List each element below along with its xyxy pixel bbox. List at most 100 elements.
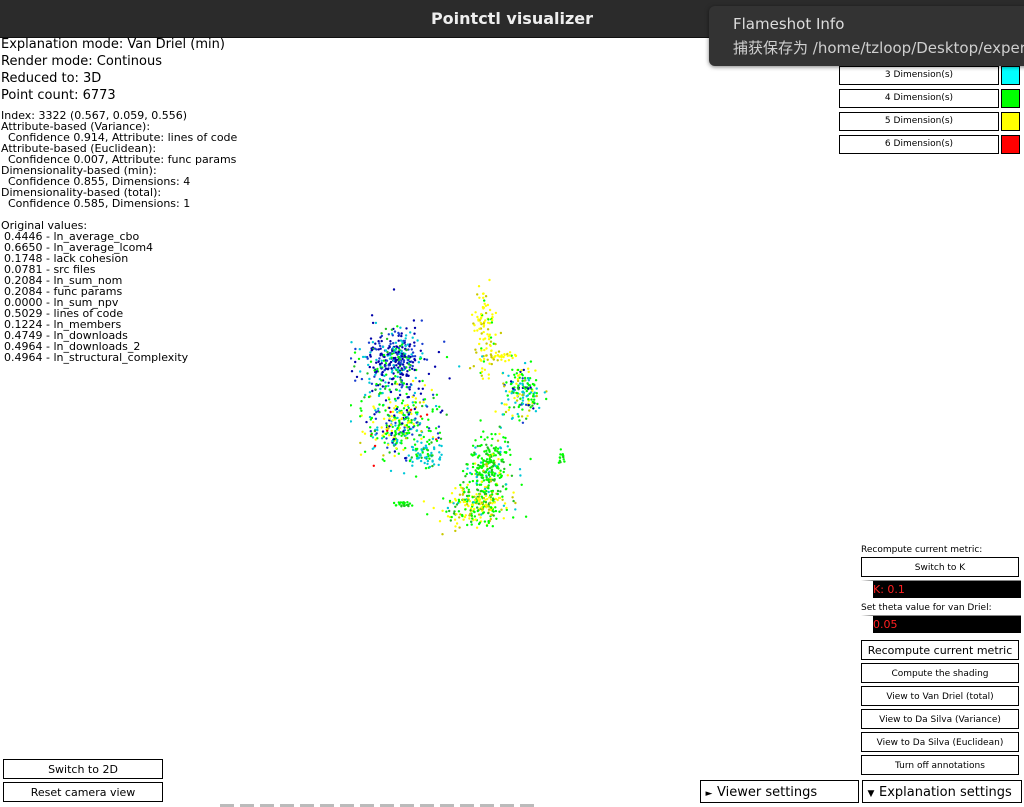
scatter-point	[457, 500, 461, 503]
scatter-point	[411, 504, 414, 507]
scatter-point	[497, 350, 501, 353]
viewer-settings-tab[interactable]: ► Viewer settings	[700, 780, 859, 803]
scatter-point	[420, 437, 423, 440]
scatter-point	[401, 363, 405, 366]
original-value-row: 0.4749 - ln_downloads	[4, 329, 128, 342]
scatter-point	[484, 311, 488, 315]
scatter-point	[413, 332, 416, 335]
scatter-point	[384, 399, 388, 402]
scatter-point	[461, 489, 464, 492]
scatter-point	[402, 504, 406, 508]
scatter-point	[364, 355, 367, 359]
scatter-point	[523, 379, 526, 382]
scatter-plot[interactable]	[350, 275, 590, 545]
scatter-point	[482, 490, 485, 494]
scatter-point	[367, 363, 370, 367]
scatter-point	[404, 334, 408, 337]
scatter-point	[397, 350, 400, 354]
scatter-point	[466, 463, 469, 466]
scatter-point	[420, 441, 423, 444]
original-value-row: 0.1748 - lack cohesion	[4, 252, 129, 265]
reduced-to-text: Reduced to: 3D	[1, 71, 102, 86]
scatter-point	[350, 370, 354, 373]
scatter-point	[494, 410, 497, 413]
scatter-point	[464, 508, 467, 511]
detail-line: Dimensionality-based (total):	[1, 186, 162, 199]
scatter-point	[413, 344, 416, 348]
scatter-point	[484, 500, 488, 504]
scatter-point	[425, 413, 429, 416]
turn-off-annotations-button[interactable]: Turn off annotations	[861, 755, 1019, 775]
scatter-point	[410, 456, 413, 459]
scatter-point	[484, 295, 488, 298]
k-value-field[interactable]: K: 0.1	[861, 580, 1021, 598]
scatter-point	[563, 460, 566, 463]
scatter-point	[400, 355, 404, 358]
scatter-point	[515, 399, 519, 402]
reset-camera-button[interactable]: Reset camera view	[3, 782, 163, 802]
scatter-point	[411, 464, 414, 467]
scatter-point	[528, 392, 531, 395]
scatter-point	[379, 347, 382, 350]
scatter-point	[395, 442, 398, 445]
scatter-point	[437, 425, 441, 428]
scatter-point	[392, 342, 395, 345]
scatter-point	[525, 389, 528, 393]
scatter-point	[426, 459, 430, 463]
scatter-point	[487, 335, 491, 338]
scatter-point	[392, 443, 396, 446]
scatter-point	[409, 331, 412, 334]
scatter-point	[428, 465, 432, 469]
scatter-point	[387, 384, 390, 388]
scatter-point	[504, 390, 508, 393]
scatter-point	[390, 383, 394, 386]
view-da-silva-euclidean-button[interactable]: View to Da Silva (Euclidean)	[861, 732, 1019, 752]
scatter-point	[476, 444, 479, 448]
scatter-point	[515, 382, 518, 385]
scatter-point	[491, 471, 494, 475]
scatter-point	[518, 382, 522, 385]
switch-to-k-button[interactable]: Switch to K	[861, 557, 1019, 577]
scatter-point	[475, 493, 478, 496]
scatter-point	[397, 368, 400, 371]
scatter-point	[510, 392, 513, 395]
scatter-point	[473, 453, 476, 456]
view-da-silva-variance-button[interactable]: View to Da Silva (Variance)	[861, 709, 1019, 729]
scatter-point	[500, 474, 503, 477]
theta-value-field[interactable]: 0.05	[861, 615, 1021, 633]
scatter-point	[367, 341, 371, 344]
original-value-row: 0.5029 - lines of code	[4, 307, 124, 320]
scatter-point	[421, 379, 424, 383]
scatter-point	[496, 489, 500, 493]
explanation-settings-tab[interactable]: ▼ Explanation settings	[862, 780, 1022, 803]
scatter-point	[518, 376, 521, 379]
scatter-point	[391, 334, 394, 337]
scatter-point	[527, 398, 530, 401]
scatter-point	[494, 464, 497, 468]
scatter-point	[468, 517, 471, 520]
scatter-point	[489, 340, 493, 343]
scatter-point	[414, 376, 417, 380]
notification-popup[interactable]: Flameshot Info 捕获保存为 /home/tzloop/Deskto…	[709, 6, 1024, 66]
scatter-point	[368, 377, 371, 381]
scatter-point	[359, 453, 363, 456]
scatter-point	[377, 394, 381, 398]
scatter-point	[467, 497, 470, 500]
scatter-point	[520, 373, 524, 376]
scatter-point	[501, 413, 504, 416]
scatter-point	[512, 499, 515, 503]
scatter-point	[489, 477, 492, 480]
scatter-point	[472, 501, 475, 504]
scatter-point	[473, 515, 477, 518]
scatter-point	[376, 426, 379, 429]
compute-shading-button[interactable]: Compute the shading	[861, 663, 1019, 683]
scatter-point	[509, 453, 512, 457]
view-van-driel-total-button[interactable]: View to Van Driel (total)	[861, 686, 1019, 706]
switch-to-2d-button[interactable]: Switch to 2D	[3, 759, 163, 779]
scatter-point	[487, 479, 490, 482]
recompute-metric-button[interactable]: Recompute current metric	[861, 640, 1019, 660]
scatter-point	[494, 454, 497, 457]
scatter-point	[494, 483, 497, 486]
scatter-point	[373, 375, 376, 378]
scatter-point	[412, 422, 415, 426]
